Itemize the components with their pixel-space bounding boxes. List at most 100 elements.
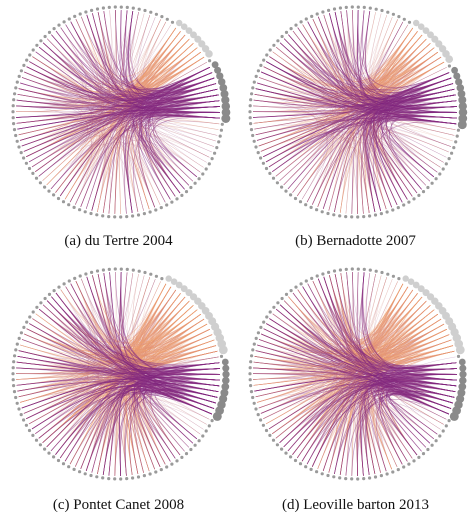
node [78,274,82,278]
edge [91,9,117,211]
node [447,64,451,68]
edge [19,314,201,403]
edge [254,356,317,414]
node [11,104,15,108]
edge [86,276,215,409]
node [207,424,211,428]
edge [16,289,177,380]
node [221,107,231,117]
node [445,55,454,64]
node [249,360,253,364]
edge [86,276,210,349]
edge [318,16,438,85]
edge [120,272,219,362]
node [298,462,303,466]
node [221,114,231,123]
node [213,151,217,155]
node [22,156,26,160]
node [107,267,111,271]
node [396,206,400,210]
node [456,128,460,132]
node [391,470,395,474]
node [205,50,213,58]
node [170,200,174,204]
node [298,200,303,204]
node [449,411,459,421]
node [280,34,284,39]
node [194,35,202,43]
node [284,451,288,455]
node [67,17,71,21]
node [304,203,308,207]
node [458,382,467,391]
node [11,378,15,382]
node [268,48,272,52]
edge [352,271,445,347]
node [13,354,17,358]
node [456,354,461,358]
node [12,390,17,394]
node [289,27,293,31]
edge [140,283,194,345]
edge [29,61,93,190]
node [262,58,266,62]
node [315,208,319,212]
node [362,267,366,271]
edge [288,34,457,104]
edge [254,286,409,392]
node [61,462,66,466]
edge [345,399,449,476]
node [95,213,99,217]
edge [55,30,220,104]
edge [362,272,456,393]
node [197,177,201,181]
edge [92,275,201,343]
node [189,447,193,452]
node [185,289,193,297]
node [218,345,228,355]
edge [307,21,457,108]
node [13,92,17,96]
node [441,167,445,171]
node [165,275,172,282]
node [280,447,284,451]
node [72,467,76,471]
node [265,53,269,57]
node [15,401,19,405]
node [119,267,123,271]
node [402,275,409,282]
edge [261,283,404,354]
edge [357,393,453,477]
node [142,474,146,478]
node [275,443,279,447]
edge [334,273,455,364]
edge [103,272,221,375]
node [249,390,254,394]
node [447,157,451,161]
node [456,84,465,92]
node [452,146,456,150]
node [56,458,61,463]
node [208,59,212,63]
node [435,40,443,48]
node [170,462,174,466]
edge [55,292,208,349]
edge [29,323,89,439]
node [201,172,205,176]
edge [23,129,210,158]
node [380,8,384,13]
node [407,200,411,204]
node [125,5,129,9]
node-ring [248,267,467,481]
node [170,20,175,24]
edge [16,116,190,186]
node [17,74,21,78]
edge [279,304,454,367]
node [159,468,163,472]
edge [357,10,450,88]
edge [148,293,212,415]
node [78,470,82,474]
node [299,282,303,286]
node [326,473,330,478]
node [131,476,135,480]
